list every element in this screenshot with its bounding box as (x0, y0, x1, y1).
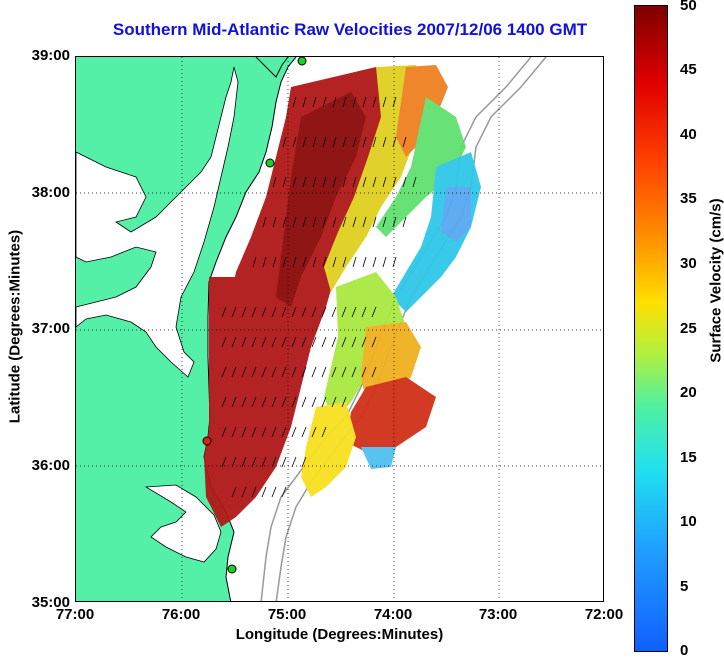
colorbar-tick: 15 (680, 449, 697, 466)
y-tick-label: 39:00 (31, 47, 70, 64)
colorbar-tick: 5 (680, 578, 689, 595)
y-tick-label: 38:00 (31, 184, 70, 201)
colorbar-tick: 30 (680, 255, 697, 272)
map-svg (76, 57, 603, 601)
colorbar-tick: 25 (680, 320, 697, 337)
delaware-coast (255, 57, 289, 78)
map-plot-area (75, 56, 604, 602)
y-tick-label: 35:00 (31, 594, 70, 611)
station-marker (265, 158, 275, 168)
station-marker (202, 436, 212, 446)
station-marker (227, 564, 237, 574)
grid-lines (76, 57, 603, 601)
colorbar-tick: 50 (680, 0, 697, 14)
velocity-vectors (221, 96, 417, 498)
x-axis-label: Longitude (Degrees:Minutes) (235, 626, 444, 643)
colorbar-tick: 35 (680, 190, 697, 207)
y-axis-label: Latitude (Degrees:Minutes) (6, 229, 24, 424)
colorbar-tick: 10 (680, 513, 697, 530)
x-tick-label: 76:00 (161, 606, 201, 623)
x-tick-label: 75:00 (267, 606, 307, 623)
colorbar-tick: 45 (680, 61, 697, 78)
colorbar-tick: 0 (680, 642, 689, 659)
x-tick-label: 73:00 (478, 606, 518, 623)
x-tick-label: 77:00 (55, 606, 95, 623)
colorbar-label: Surface Velocity (cm/s) (707, 198, 724, 363)
y-tick-label: 37:00 (31, 320, 70, 337)
bay-water (76, 66, 239, 378)
x-tick-label: 74:00 (373, 606, 413, 623)
x-tick-label: 72:00 (584, 606, 624, 623)
station-marker (297, 57, 307, 66)
colorbar-tick: 20 (680, 384, 697, 401)
sound-water (144, 484, 222, 563)
colorbar-tick: 40 (680, 126, 697, 143)
chart-title: Southern Mid-Atlantic Raw Velocities 200… (112, 20, 588, 39)
colorbar (634, 5, 668, 652)
y-tick-label: 36:00 (31, 457, 70, 474)
